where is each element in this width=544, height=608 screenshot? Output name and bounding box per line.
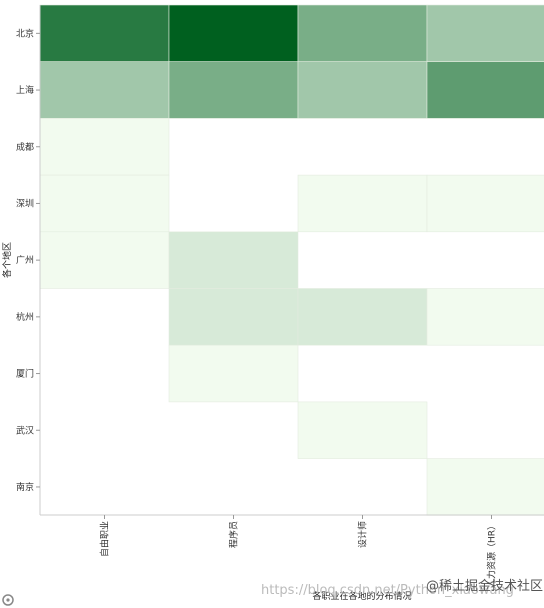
- y-tick-label: 杭州: [16, 311, 34, 323]
- heatmap-cell: [168, 288, 299, 346]
- y-axis-title: 各个地区: [1, 242, 13, 278]
- y-tick-label: 武汉: [16, 424, 34, 436]
- watermark-text: @稀土掘金技术社区: [426, 578, 543, 594]
- heatmap-cells: [39, 4, 544, 516]
- y-tick-label: 深圳: [16, 198, 34, 209]
- x-tick-label: 人力资源（HR）: [486, 521, 498, 588]
- heatmap-cell: [297, 174, 428, 233]
- heatmap-cell: [39, 61, 170, 119]
- x-tick-label: 设计师: [357, 521, 369, 548]
- heatmap-cell: [168, 344, 299, 403]
- y-tick-label: 成都: [16, 141, 34, 153]
- heatmap-cell: [297, 288, 428, 346]
- heatmap-cell: [426, 61, 544, 119]
- watermark-url: https://blog.csdn.net/Python_xiaowang: [261, 583, 514, 598]
- y-tick-label: 北京: [16, 27, 34, 39]
- heatmap-cell: [297, 4, 428, 63]
- y-tick-label: 厦门: [16, 368, 34, 380]
- heatmap-cell: [426, 288, 544, 346]
- x-tick-labels: 自由职业 程序员 设计师 人力资源（HR）: [99, 515, 498, 588]
- heatmap-cell: [297, 401, 428, 459]
- x-tick-label: 自由职业: [99, 521, 111, 557]
- x-axis-title: 各职业在各地的分布情况: [312, 590, 411, 602]
- heatmap-cell: [297, 61, 428, 119]
- heatmap-cell: [39, 4, 170, 63]
- y-tick-label: 上海: [16, 84, 34, 96]
- heatmap-cell: [426, 4, 544, 63]
- heatmap-cell: [168, 231, 299, 289]
- heatmap-cell: [426, 174, 544, 233]
- heatmap-cell: [168, 61, 299, 119]
- x-tick-label: 程序员: [228, 521, 240, 548]
- heatmap-cell: [39, 231, 170, 289]
- y-tick-label: 南京: [16, 481, 34, 493]
- settings-icon[interactable]: [2, 594, 14, 606]
- y-tick-label: 广州: [16, 254, 34, 266]
- heatmap-cell: [426, 458, 544, 516]
- heatmap-cell: [39, 174, 170, 233]
- heatmap-cell: [39, 118, 170, 176]
- heatmap-cell: [168, 4, 299, 63]
